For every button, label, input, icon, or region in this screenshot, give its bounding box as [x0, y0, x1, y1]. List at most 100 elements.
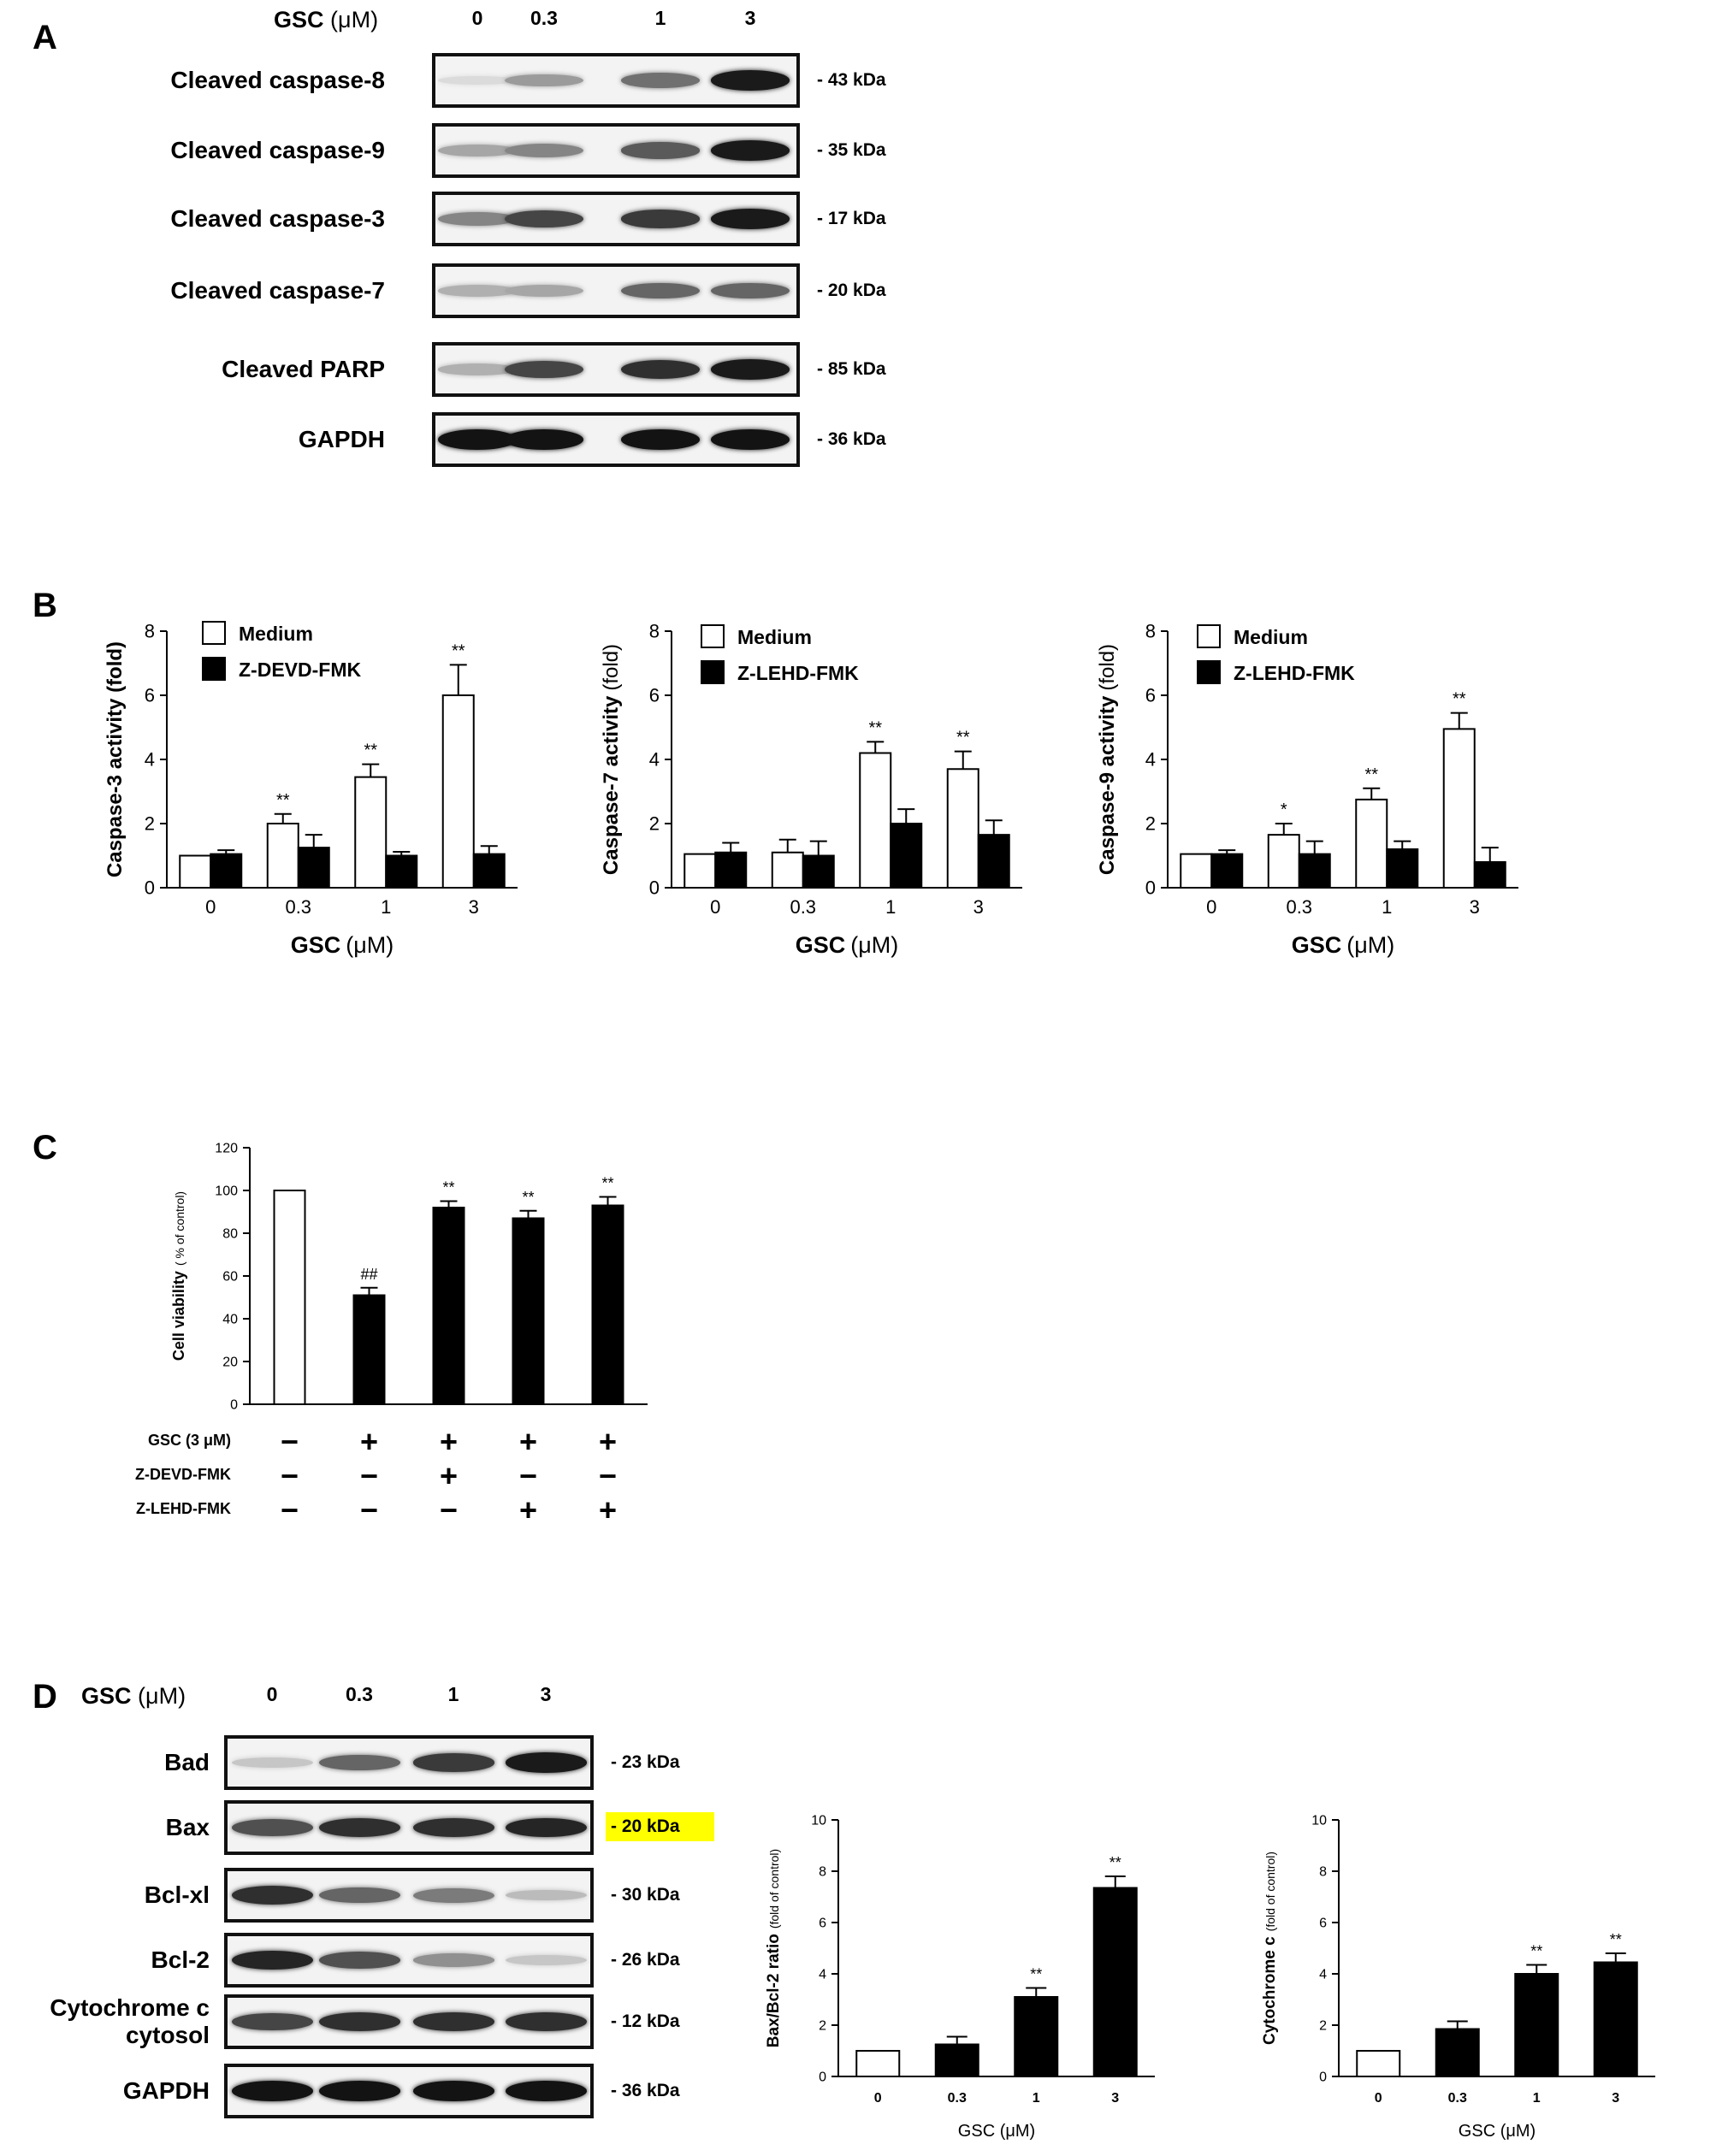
significance-marker: **: [1530, 1943, 1542, 1960]
bar: [771, 851, 804, 889]
panel-d-gsc-unit: (μM): [138, 1683, 186, 1709]
treatment-sign: −: [360, 1492, 378, 1522]
treatment-sign: +: [440, 1424, 458, 1459]
y-tick-label: 0: [230, 1398, 238, 1413]
blot-membrane: [224, 1994, 594, 2049]
legend-label: Z-LEHD-FMK: [1234, 662, 1355, 684]
y-tick-label: 120: [215, 1142, 238, 1156]
y-axis-label: Bax/Bcl-2 ratio (fold of control): [765, 1849, 783, 2047]
x-axis-label-text: GSC: [291, 932, 341, 958]
x-tick-label: 1: [381, 896, 391, 918]
panel-d-gsc-header: GSC (μM): [81, 1683, 186, 1710]
protein-band: [505, 1752, 587, 1773]
bar: [472, 853, 506, 889]
bar: [179, 854, 212, 889]
protein-band: [412, 2012, 494, 2031]
protein-band: [711, 140, 790, 161]
y-tick-label: 8: [649, 621, 660, 642]
bar: [1355, 798, 1388, 889]
y-axis-label-unit: (fold): [1096, 644, 1119, 691]
chart-caspase3-activity: 0 2 4 6 8 0 0.3 ** 1 ** 3 ** Caspase-3 activity (fol…: [104, 621, 518, 958]
y-axis-label-text: Bax/Bcl-2 ratio: [765, 1934, 783, 2047]
blot-membrane: [224, 1800, 594, 1855]
treatment-row-label: Z-DEVD-FMK: [135, 1466, 231, 1483]
y-tick-label: 2: [1145, 813, 1156, 835]
x-tick-label: 0.3: [948, 2091, 967, 2106]
significance-marker: **: [452, 641, 465, 660]
x-axis-label-unit: (μM): [850, 932, 898, 958]
protein-band: [711, 209, 790, 229]
protein-band: [505, 210, 583, 228]
bar: [1356, 2050, 1401, 2077]
x-axis-label-unit: (μM): [346, 932, 394, 958]
chart-caspase7-activity: 0 2 4 6 8 0 0.3 1 ** 3 ** Caspase-7 activity (fold) G…: [600, 621, 1022, 958]
bar: [855, 2050, 901, 2077]
protein-band: [438, 429, 517, 450]
protein-band: [711, 282, 790, 299]
y-tick-label: 0: [1319, 2070, 1327, 2085]
x-axis-label: GSC (μM): [796, 932, 899, 958]
y-tick-label: 6: [145, 685, 155, 706]
significance-marker: **: [1610, 1931, 1622, 1948]
blot-label: Cleaved PARP: [222, 356, 385, 382]
chart-cytochrome-c: 0 2 4 6 8 10 0 0.3 1 ** 3 ** Cytochrome c (fold of co…: [1261, 1814, 1655, 2141]
bar: [1267, 834, 1300, 889]
blot-label: Cleaved caspase-7: [170, 277, 385, 304]
legend-swatch: [202, 657, 226, 681]
x-tick-label: 0: [874, 2091, 882, 2106]
lane-label: 3: [540, 1683, 552, 1705]
bar: [441, 694, 475, 889]
y-tick-label: 4: [1145, 749, 1156, 771]
blot-membrane: [432, 412, 800, 467]
bar: [714, 851, 748, 889]
protein-band: [711, 359, 790, 380]
protein-band: [505, 1889, 587, 1901]
significance-marker: **: [1453, 690, 1466, 709]
legend-swatch: [1197, 624, 1221, 648]
bar: [890, 823, 923, 889]
treatment-sign: −: [281, 1458, 299, 1493]
bar: [354, 776, 388, 889]
x-axis-label: GSC (μM): [1459, 2122, 1536, 2141]
protein-band: [412, 2081, 494, 2101]
significance-marker: **: [868, 718, 882, 737]
x-tick-label: 3: [469, 896, 479, 918]
y-axis-label-unit: ( % of control): [173, 1191, 186, 1266]
protein-band: [505, 1954, 587, 1966]
bar: [432, 1207, 465, 1405]
treatment-sign: −: [281, 1492, 299, 1522]
x-axis-label-text: GSC: [1292, 932, 1342, 958]
protein-band: [412, 1753, 494, 1772]
significance-marker: **: [601, 1175, 613, 1192]
x-axis-label: GSC (μM): [291, 932, 394, 958]
blot-membrane: [432, 123, 800, 178]
legend-swatch: [701, 624, 725, 648]
y-tick-label: 10: [811, 1814, 826, 1828]
x-axis-label-unit: (μM): [1346, 932, 1394, 958]
y-tick-label: 4: [819, 1968, 826, 1982]
protein-band: [711, 429, 790, 450]
y-tick-label: 6: [649, 685, 660, 706]
protein-band: [505, 2012, 587, 2031]
bar: [297, 847, 330, 889]
bar: [512, 1217, 545, 1405]
bar: [1593, 1961, 1638, 2077]
protein-band: [505, 2081, 587, 2101]
y-tick-label: 4: [145, 749, 155, 771]
lane-label: 1: [447, 1683, 459, 1705]
y-axis-label: Caspase-9 activity (fold): [1096, 644, 1119, 875]
lane-label: 0: [266, 1683, 278, 1705]
y-tick-label: 100: [215, 1184, 238, 1199]
protein-band: [412, 1887, 494, 1903]
bar: [1514, 1973, 1559, 2077]
blot-label: Bcl-2: [151, 1946, 210, 1973]
molecular-weight-label: - 17 kDa: [817, 209, 886, 228]
protein-band: [505, 1817, 587, 1838]
blot-label: Cleaved caspase-3: [170, 205, 385, 232]
y-tick-label: 4: [1319, 1968, 1327, 1982]
legend-label: Z-LEHD-FMK: [737, 662, 859, 684]
chart-bax-bcl2-ratio: 0 2 4 6 8 10 0 0.3 1 ** 3 ** Bax/Bcl-2 ratio (fold of…: [765, 1814, 1155, 2141]
panel-letter-a: A: [33, 19, 57, 56]
bar: [1092, 1887, 1138, 2077]
y-tick-label: 2: [649, 813, 660, 835]
